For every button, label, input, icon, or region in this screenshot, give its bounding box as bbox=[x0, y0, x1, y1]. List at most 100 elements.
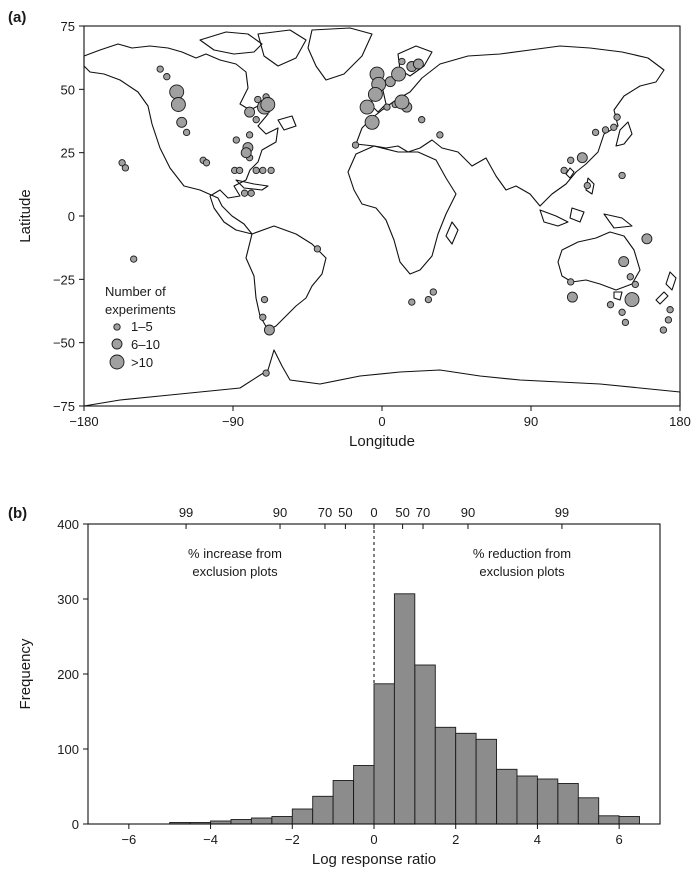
map-axis-ticks: −180 −90 0 90 180 75 50 25 0 −25 −50 −75 bbox=[53, 19, 691, 429]
legend-label-large: >10 bbox=[131, 355, 153, 370]
experiment-site-marker bbox=[118, 159, 126, 167]
histogram-top-tick-label: 90 bbox=[461, 505, 475, 520]
histogram-x-tick-label: 4 bbox=[534, 832, 541, 847]
experiment-site-marker bbox=[262, 369, 270, 377]
experiment-site-marker bbox=[182, 128, 191, 137]
histogram-x-tick-label: −2 bbox=[285, 832, 300, 847]
experiment-site-marker bbox=[202, 159, 211, 167]
experiment-site-marker bbox=[359, 99, 375, 115]
experiment-site-marker bbox=[252, 116, 260, 124]
histogram-top-tick-label: 70 bbox=[416, 505, 430, 520]
experiment-site-marker bbox=[666, 306, 674, 314]
legend-label-small: 1–5 bbox=[131, 319, 153, 334]
experiment-site-marker bbox=[240, 189, 249, 197]
map-y-tick-label: −75 bbox=[53, 399, 75, 414]
experiment-site-marker bbox=[244, 106, 256, 118]
experiment-site-marker bbox=[240, 147, 252, 159]
experiment-site-marker bbox=[631, 280, 639, 289]
experiment-site-marker bbox=[576, 152, 588, 164]
map-y-tick-label: −50 bbox=[53, 336, 75, 351]
experiment-site-marker bbox=[583, 181, 591, 190]
map-x-tick-label: 180 bbox=[669, 414, 691, 429]
experiment-site-marker bbox=[591, 128, 600, 137]
right-annotation-line2: exclusion plots bbox=[479, 564, 565, 579]
map-y-tick-label: 50 bbox=[61, 82, 75, 97]
experiment-site-marker bbox=[252, 166, 260, 175]
histogram-bar bbox=[312, 795, 334, 825]
experiment-site-marker bbox=[263, 324, 275, 336]
experiment-site-marker bbox=[606, 301, 615, 309]
histogram-bar bbox=[393, 593, 416, 825]
map-y-axis-title: Latitude bbox=[17, 189, 34, 242]
histogram-x-tick-label: −4 bbox=[203, 832, 218, 847]
experiment-site-marker bbox=[659, 326, 668, 334]
experiment-site-marker bbox=[567, 156, 575, 164]
map-x-tick-label: −90 bbox=[222, 414, 244, 429]
histogram-top-tick-label: 90 bbox=[273, 505, 287, 520]
histogram-bar bbox=[434, 726, 457, 825]
histogram-x-tick-label: −6 bbox=[121, 832, 136, 847]
histogram-bar bbox=[516, 775, 538, 825]
map-y-tick-label: 75 bbox=[61, 19, 75, 34]
experiment-site-marker bbox=[267, 166, 275, 175]
histogram-bar bbox=[414, 664, 436, 825]
legend-marker-medium bbox=[111, 338, 123, 350]
experiment-site-marker bbox=[383, 103, 391, 111]
histogram-top-tick-label: 50 bbox=[338, 505, 352, 520]
histogram-x-tick-label: 6 bbox=[616, 832, 623, 847]
histogram-bar bbox=[332, 780, 354, 825]
experiment-site-marker bbox=[260, 97, 276, 112]
experiment-site-marker bbox=[260, 295, 269, 304]
experiment-site-marker bbox=[436, 131, 444, 139]
right-annotation-line1: % reduction from bbox=[473, 546, 571, 561]
experiment-site-marker bbox=[618, 308, 626, 316]
experiment-site-marker bbox=[560, 166, 568, 175]
map-legend: Number of experiments 1–5 6–10 >10 bbox=[105, 284, 176, 370]
legend-label-medium: 6–10 bbox=[131, 337, 160, 352]
histogram-x-tick-label: 2 bbox=[452, 832, 459, 847]
map-x-tick-label: −180 bbox=[69, 414, 98, 429]
panel-a-letter: (a) bbox=[8, 9, 26, 26]
histogram-top-tick-label: 99 bbox=[179, 505, 193, 520]
experiment-site-marker bbox=[351, 141, 360, 149]
histogram-bar bbox=[373, 683, 395, 825]
histogram-x-axis-title: Log response ratio bbox=[312, 851, 436, 868]
experiment-site-marker bbox=[412, 58, 424, 70]
experiment-site-marker bbox=[232, 136, 240, 144]
histogram-bar bbox=[353, 765, 375, 825]
histogram-bar bbox=[536, 778, 559, 825]
experiment-site-marker bbox=[364, 114, 380, 130]
experiment-site-marker bbox=[247, 189, 255, 197]
left-annotation-line1: % increase from bbox=[188, 546, 282, 561]
legend-marker-small bbox=[113, 323, 121, 331]
experiment-site-marker bbox=[130, 255, 138, 263]
histogram-bar bbox=[271, 816, 293, 825]
histogram-y-tick-label: 0 bbox=[72, 817, 79, 832]
histogram-bar bbox=[557, 783, 579, 825]
histogram-bars bbox=[169, 593, 640, 825]
histogram-x-tick-label: 0 bbox=[370, 832, 377, 847]
histogram-y-tick-label: 200 bbox=[57, 667, 79, 682]
legend-title-line2: experiments bbox=[105, 302, 176, 317]
experiment-site-marker bbox=[367, 86, 383, 102]
experiment-site-marker bbox=[418, 116, 426, 124]
experiment-site-marker bbox=[121, 164, 130, 172]
histogram-bar bbox=[496, 768, 518, 825]
experiment-site-marker bbox=[613, 113, 621, 121]
histogram-bar bbox=[577, 797, 600, 825]
panel-a-world-map: (a) bbox=[8, 9, 691, 450]
experiment-site-marker bbox=[618, 256, 630, 268]
experiment-site-marker bbox=[641, 233, 653, 245]
histogram-top-tick-label: 0 bbox=[370, 505, 377, 520]
experiment-site-marker bbox=[176, 116, 188, 128]
map-x-tick-label: 0 bbox=[378, 414, 385, 429]
experiment-markers bbox=[118, 57, 674, 377]
histogram-bar bbox=[455, 732, 477, 825]
map-x-tick-label: 90 bbox=[524, 414, 538, 429]
experiment-site-marker bbox=[621, 318, 630, 327]
experiment-site-marker bbox=[170, 97, 186, 112]
histogram-y-axis-title: Frequency bbox=[17, 638, 34, 709]
map-x-axis-title: Longitude bbox=[349, 433, 415, 450]
experiment-site-marker bbox=[664, 316, 673, 324]
